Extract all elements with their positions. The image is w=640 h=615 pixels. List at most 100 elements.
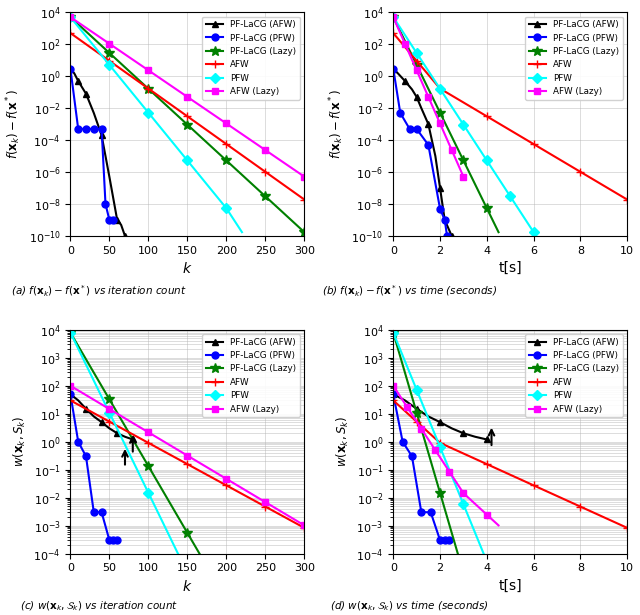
PFW xyxy=(424,67,432,74)
PF-LaCG (AFW) xyxy=(389,65,397,73)
AFW xyxy=(483,461,491,468)
PFW xyxy=(125,449,132,456)
Line: PF-LaCG (AFW): PF-LaCG (AFW) xyxy=(67,65,129,239)
AFW (Lazy) xyxy=(483,511,491,518)
PF-LaCG (PFW) xyxy=(90,509,98,516)
PF-LaCG (AFW) xyxy=(113,216,121,224)
AFW (Lazy) xyxy=(281,510,289,517)
AFW xyxy=(401,43,409,50)
PF-LaCG (Lazy) xyxy=(145,85,152,92)
PF-LaCG (Lazy) xyxy=(424,85,432,92)
PF-LaCG (AFW) xyxy=(121,433,129,440)
AFW (Lazy) xyxy=(223,120,230,127)
PFW xyxy=(389,329,397,336)
AFW (Lazy) xyxy=(403,403,411,411)
Y-axis label: $f(\mathbf{x}_k) - f(\mathbf{x}^*)$: $f(\mathbf{x}_k) - f(\mathbf{x}^*)$ xyxy=(4,89,23,159)
AFW xyxy=(145,85,152,92)
PFW xyxy=(125,85,132,92)
AFW (Lazy) xyxy=(125,417,132,424)
PF-LaCG (AFW) xyxy=(401,397,409,404)
PF-LaCG (PFW) xyxy=(106,216,113,224)
PFW xyxy=(184,157,191,164)
PF-LaCG (AFW) xyxy=(98,132,106,139)
PF-LaCG (Lazy) xyxy=(262,192,269,200)
PFW xyxy=(145,109,152,116)
Line: AFW (Lazy): AFW (Lazy) xyxy=(390,14,467,180)
PFW xyxy=(483,558,491,565)
PFW xyxy=(471,529,479,536)
PF-LaCG (Lazy) xyxy=(125,67,132,74)
PF-LaCG (AFW) xyxy=(417,105,425,112)
Line: AFW: AFW xyxy=(66,396,308,532)
PF-LaCG (Lazy) xyxy=(125,429,132,437)
PFW xyxy=(106,409,113,416)
PF-LaCG (AFW) xyxy=(448,232,456,240)
AFW xyxy=(436,85,444,92)
PFW xyxy=(184,569,191,577)
PF-LaCG (Lazy) xyxy=(471,181,479,188)
Y-axis label: $w(\mathbf{x}_k, S_k)$: $w(\mathbf{x}_k, S_k)$ xyxy=(335,416,351,467)
AFW xyxy=(600,182,607,189)
PF-LaCG (PFW) xyxy=(396,109,404,117)
PF-LaCG (PFW) xyxy=(106,536,113,544)
PF-LaCG (Lazy) xyxy=(483,205,491,212)
PFW xyxy=(506,192,514,200)
PF-LaCG (AFW) xyxy=(401,77,409,85)
AFW (Lazy) xyxy=(86,26,93,34)
Line: PF-LaCG (PFW): PF-LaCG (PFW) xyxy=(390,391,453,544)
PFW xyxy=(530,229,538,236)
PFW xyxy=(86,369,93,376)
AFW xyxy=(530,482,538,489)
Y-axis label: $f(\mathbf{x}_k) - f(\mathbf{x}^*)$: $f(\mathbf{x}_k) - f(\mathbf{x}^*)$ xyxy=(327,89,346,159)
PF-LaCG (AFW) xyxy=(389,391,397,398)
PF-LaCG (AFW) xyxy=(106,173,113,181)
X-axis label: t[s]: t[s] xyxy=(499,579,522,593)
AFW xyxy=(623,196,631,204)
PFW xyxy=(483,157,491,164)
PF-LaCG (AFW) xyxy=(436,418,444,426)
AFW xyxy=(223,140,230,148)
AFW (Lazy) xyxy=(223,475,230,483)
PF-LaCG (Lazy) xyxy=(448,133,456,140)
PF-LaCG (AFW) xyxy=(67,65,74,73)
AFW xyxy=(401,407,409,415)
AFW xyxy=(106,57,113,65)
PF-LaCG (PFW) xyxy=(444,232,451,240)
PFW xyxy=(495,587,502,594)
Line: PF-LaCG (PFW): PF-LaCG (PFW) xyxy=(67,65,116,223)
PF-LaCG (Lazy) xyxy=(86,362,93,370)
AFW xyxy=(389,397,397,404)
AFW xyxy=(506,471,514,478)
PF-LaCG (AFW) xyxy=(70,69,78,77)
AFW (Lazy) xyxy=(410,415,418,422)
PF-LaCG (PFW) xyxy=(436,205,444,213)
Text: (c) $w(\mathbf{x}_k, \mathcal{S}_k)$ vs iteration count: (c) $w(\mathbf{x}_k, \mathcal{S}_k)$ vs … xyxy=(20,599,179,613)
PF-LaCG (PFW) xyxy=(436,536,444,544)
PF-LaCG (Lazy) xyxy=(301,229,308,236)
Legend: PF-LaCG (AFW), PF-LaCG (PFW), PF-LaCG (Lazy), AFW, PFW, AFW (Lazy): PF-LaCG (AFW), PF-LaCG (PFW), PF-LaCG (L… xyxy=(525,17,623,100)
Legend: PF-LaCG (AFW), PF-LaCG (PFW), PF-LaCG (Lazy), AFW, PFW, AFW (Lazy): PF-LaCG (AFW), PF-LaCG (PFW), PF-LaCG (L… xyxy=(202,334,300,417)
AFW (Lazy) xyxy=(407,54,415,61)
AFW (Lazy) xyxy=(401,40,409,47)
PF-LaCG (Lazy) xyxy=(436,489,444,496)
PF-LaCG (AFW) xyxy=(460,429,467,437)
Legend: PF-LaCG (AFW), PF-LaCG (PFW), PF-LaCG (Lazy), AFW, PFW, AFW (Lazy): PF-LaCG (AFW), PF-LaCG (PFW), PF-LaCG (L… xyxy=(202,17,300,100)
AFW (Lazy) xyxy=(460,173,467,180)
PF-LaCG (PFW) xyxy=(399,438,406,445)
PF-LaCG (AFW) xyxy=(121,232,129,240)
AFW (Lazy) xyxy=(419,80,426,87)
AFW (Lazy) xyxy=(184,452,191,459)
PFW xyxy=(67,14,74,21)
PF-LaCG (AFW) xyxy=(78,84,86,91)
AFW (Lazy) xyxy=(438,458,446,465)
AFW (Lazy) xyxy=(242,133,250,140)
Line: PFW: PFW xyxy=(67,329,269,615)
PF-LaCG (Lazy) xyxy=(460,157,467,164)
PF-LaCG (Lazy) xyxy=(223,596,230,603)
AFW (Lazy) xyxy=(436,120,444,127)
AFW (Lazy) xyxy=(442,133,450,140)
AFW xyxy=(67,30,74,37)
PF-LaCG (PFW) xyxy=(74,438,82,445)
PF-LaCG (AFW) xyxy=(82,90,90,97)
PF-LaCG (Lazy) xyxy=(401,38,409,45)
